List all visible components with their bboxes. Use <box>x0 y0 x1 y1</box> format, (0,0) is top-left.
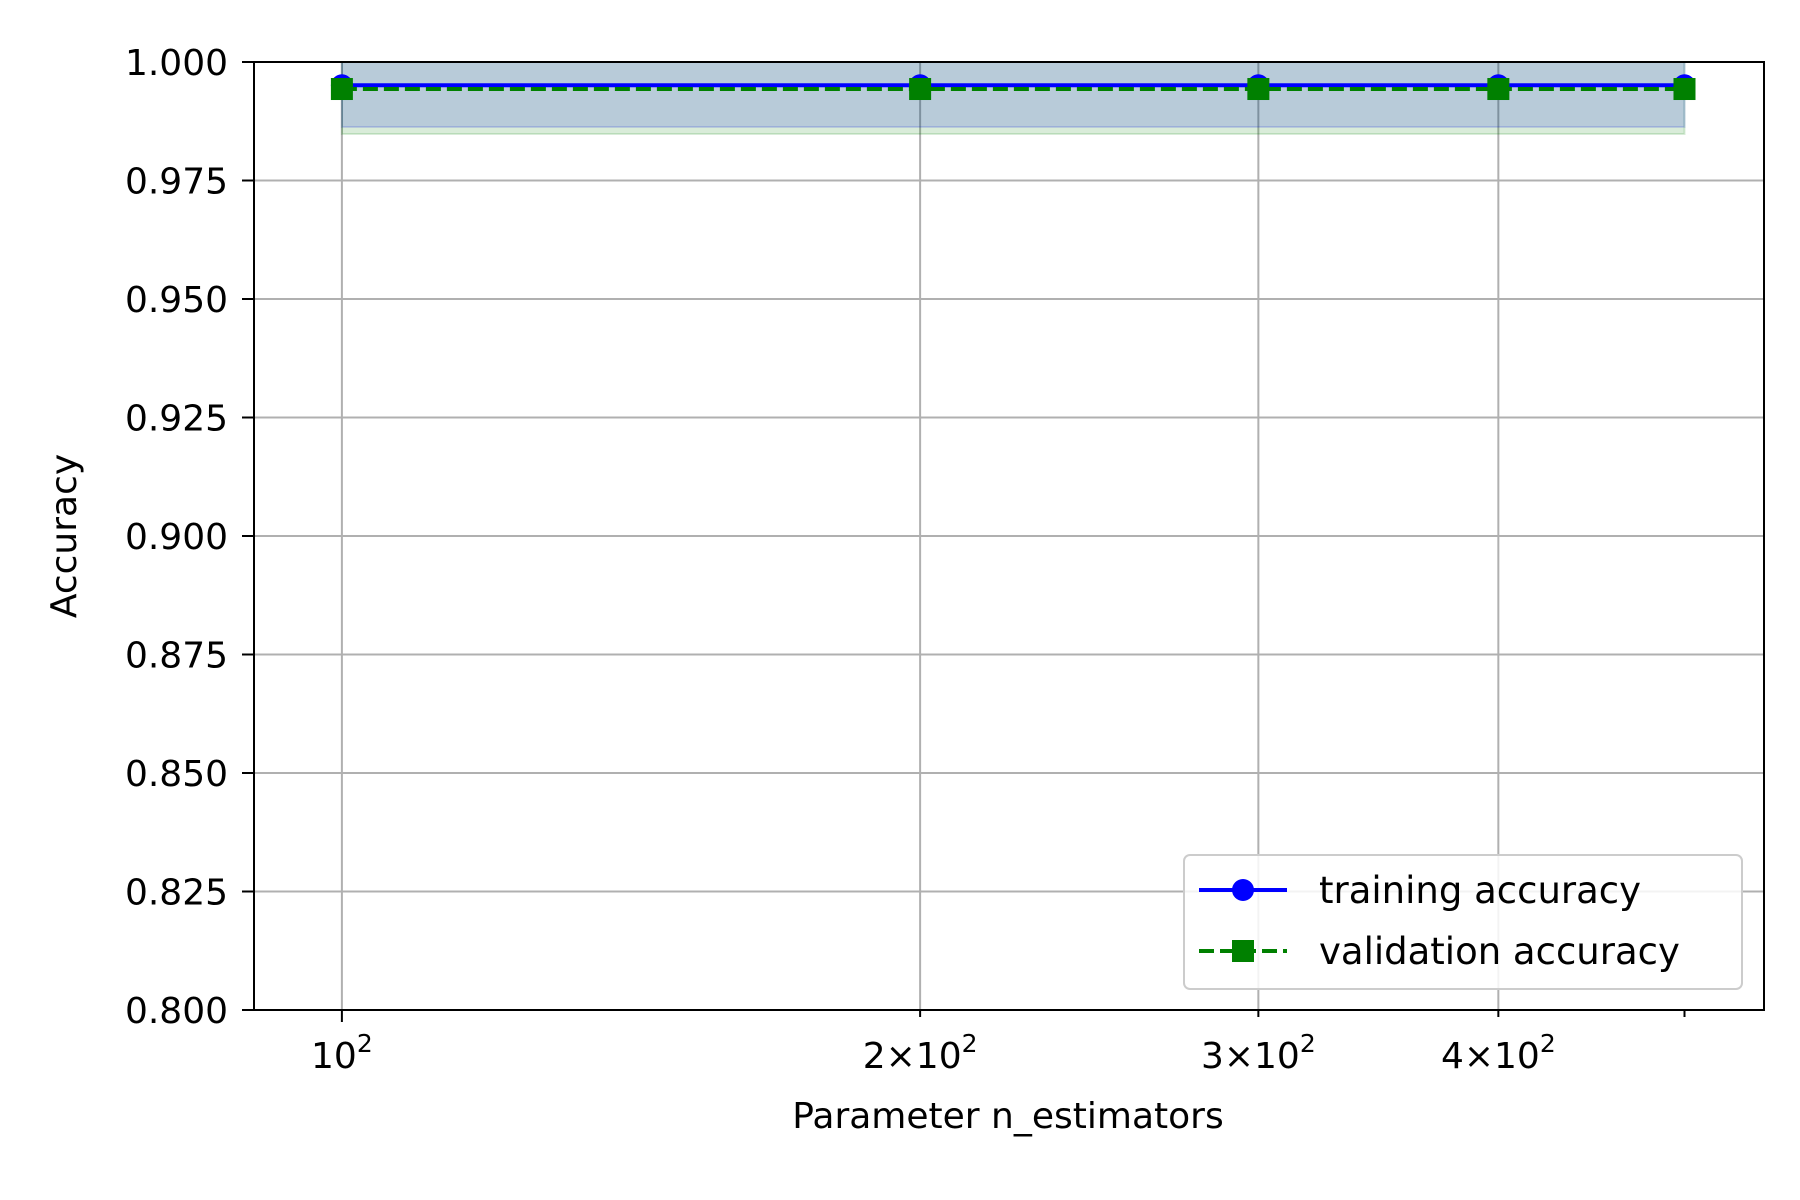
x-axis-ticks: 102 2×102 3×102 4×102 <box>311 1010 1686 1077</box>
legend-box <box>1183 854 1743 990</box>
confidence-band <box>340 62 1686 136</box>
y-tick-label: 0.825 <box>125 873 228 914</box>
data-point <box>909 78 932 101</box>
y-tick-label: 0.950 <box>125 280 228 321</box>
x-tick-label: 2×102 <box>863 1029 978 1077</box>
y-tick-label: 0.925 <box>125 399 228 440</box>
legend-label: validation accuracy <box>1319 930 1680 973</box>
y-tick-label: 1.000 <box>125 43 228 84</box>
confidence-bands <box>340 62 1686 136</box>
x-axis-label: Parameter n_estimators <box>792 1096 1223 1137</box>
data-point <box>1247 78 1270 101</box>
x-tick-label: 3×102 <box>1201 1029 1316 1077</box>
confidence-band <box>340 62 1686 128</box>
x-tick-label: 102 <box>311 1029 373 1077</box>
y-tick-label: 0.975 <box>125 162 228 203</box>
legend-marker <box>1232 879 1254 901</box>
y-axis-label: Accuracy <box>44 454 85 618</box>
legend-marker <box>1232 940 1254 962</box>
data-point <box>1487 78 1510 101</box>
series-markers <box>330 74 1696 101</box>
legend-label: training accuracy <box>1319 869 1641 912</box>
y-tick-label: 0.800 <box>125 991 228 1032</box>
y-tick-label: 0.850 <box>125 754 228 795</box>
y-tick-label: 0.875 <box>125 636 228 677</box>
data-point <box>1673 78 1696 101</box>
y-tick-label: 0.900 <box>125 517 228 558</box>
y-axis-ticks: 1.000 0.975 0.950 0.925 0.900 0.875 0.850 0.825… <box>125 43 254 1032</box>
legend: training accuracy validation accuracy <box>1183 854 1743 990</box>
data-point <box>330 78 353 101</box>
x-tick-label: 4×102 <box>1441 1029 1556 1077</box>
